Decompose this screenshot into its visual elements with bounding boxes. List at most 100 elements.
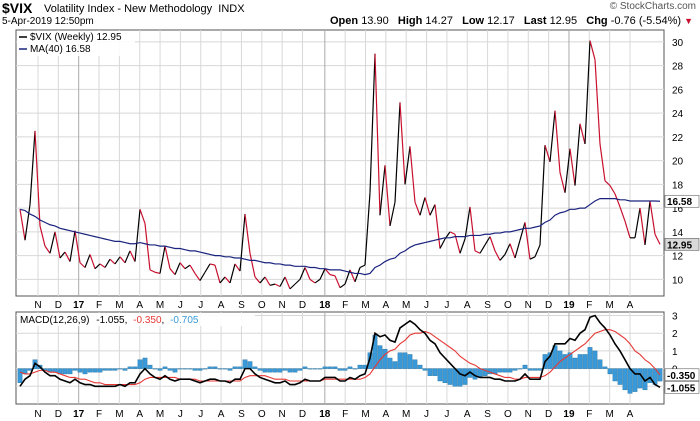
vix-segment-46 — [244, 213, 251, 254]
macd-xlabel-6: M — [156, 409, 164, 420]
price-xlabel-22: S — [484, 300, 491, 311]
price-xlabel-15: F — [342, 300, 348, 311]
price-xlabel-6: M — [156, 300, 164, 311]
vix-segment-71 — [369, 53, 376, 193]
vix-segment-91 — [469, 206, 476, 251]
hist-bar-10 — [67, 368, 73, 375]
vix-segment-36 — [194, 273, 201, 281]
hist-bar-116 — [597, 359, 603, 369]
vix-segment-24 — [134, 209, 141, 262]
vix-segment-104 — [534, 244, 541, 258]
last-price-tag-bg — [664, 238, 700, 251]
hist-bar-88 — [457, 368, 463, 387]
hist-bar-84 — [437, 368, 443, 382]
hist-bar-55 — [292, 368, 298, 373]
vix-segment-93 — [479, 244, 486, 254]
chg-label: Chg — [586, 15, 608, 27]
hist-bar-112 — [577, 354, 583, 369]
hist-bar-39 — [212, 366, 218, 369]
hist-bar-101 — [522, 364, 528, 369]
vix-segment-118 — [604, 180, 611, 186]
vix-segment-75 — [389, 202, 396, 227]
hist-bar-121 — [622, 368, 628, 391]
hist-bar-13 — [82, 368, 88, 375]
price-ytick-22: 22 — [672, 133, 684, 144]
macd-xlabel-26: 19 — [563, 409, 575, 420]
brand-watermark[interactable]: © StockCharts.com — [609, 1, 696, 12]
hist-bar-118 — [607, 368, 613, 375]
price-xlabel-18: M — [402, 300, 410, 311]
open-label: Open — [330, 15, 359, 27]
vix-segment-50 — [264, 276, 271, 286]
vix-segment-6 — [44, 245, 51, 254]
hist-bar-82 — [427, 368, 433, 376]
vix-segment-113 — [579, 123, 586, 145]
hist-bar-109 — [562, 354, 568, 369]
last-label: Last — [523, 15, 547, 27]
vix-segment-37 — [199, 271, 206, 281]
hist-bar-20 — [117, 368, 123, 370]
price-ytick-12: 12 — [672, 252, 684, 263]
hist-bar-17 — [102, 368, 108, 371]
hist-bar-56 — [297, 368, 303, 371]
price-xlabel-4: M — [115, 300, 123, 311]
vix-segment-117 — [599, 143, 606, 181]
price-xlabel-13: D — [299, 300, 306, 311]
macd-xlabel-23: O — [504, 409, 512, 420]
vix-segment-81 — [419, 197, 426, 216]
macd-xlabel-12: N — [279, 409, 286, 420]
macd-ytick-3: 2 — [672, 329, 678, 340]
hist-bar-25 — [142, 357, 148, 369]
vix-segment-101 — [519, 222, 526, 241]
hist-bar-72 — [377, 345, 383, 369]
hist-bar-51 — [272, 368, 278, 373]
last-value: 12.95 — [549, 15, 578, 27]
vix-segment-95 — [489, 236, 496, 252]
vix-segment-56 — [294, 278, 301, 285]
vix-segment-49 — [259, 276, 266, 284]
vix-segment-59 — [309, 278, 316, 284]
hist-bar-74 — [387, 357, 393, 369]
hist-bar-61 — [322, 366, 328, 369]
hist-bar-59 — [312, 368, 318, 370]
price-legend: $VIX (Weekly) 12.95 MA(40) 16.58 — [17, 31, 135, 56]
chg-value: -0.76 (-5.54%) — [610, 15, 682, 27]
vix-segment-68 — [354, 267, 361, 282]
price-ytick-18: 18 — [672, 180, 684, 191]
price-ytick-30: 30 — [672, 38, 684, 49]
vix-segment-98 — [504, 243, 511, 255]
hist-bar-79 — [412, 359, 418, 369]
price-ytick-16: 16 — [672, 204, 684, 215]
hist-bar-97 — [502, 368, 508, 373]
vix-segment-120 — [614, 193, 621, 208]
macd-xlabel-17: A — [383, 409, 390, 420]
vix-segment-107 — [549, 110, 556, 162]
vix-segment-85 — [439, 238, 446, 249]
vix-segment-17 — [99, 263, 106, 268]
hist-bar-54 — [287, 368, 293, 373]
macd-series — [19, 314, 661, 388]
hist-bar-98 — [507, 368, 513, 373]
hist-bar-110 — [567, 352, 573, 369]
price-xlabel-16: M — [361, 300, 369, 311]
hist-bar-21 — [122, 368, 128, 371]
hist-bar-62 — [327, 366, 333, 369]
hist-bar-43 — [232, 366, 238, 369]
hist-bar-9 — [62, 368, 68, 375]
price-x-labels: N D 17 F M A M J J A S O N D 18 F M A M J J A S O N D 19 F M A — [34, 300, 633, 311]
hist-bar-12 — [77, 368, 83, 373]
hist-bar-30 — [167, 368, 173, 371]
hist-bar-60 — [317, 368, 323, 370]
hist-bar-73 — [382, 348, 388, 369]
hist-bar-23 — [132, 366, 138, 369]
macd-xlabel-9: A — [218, 409, 225, 420]
ma-tag-bg — [664, 194, 700, 208]
vix-segment-92 — [474, 250, 481, 254]
hist-bar-44 — [237, 366, 243, 369]
vix-segment-106 — [544, 145, 551, 162]
macd-xlabel-28: M — [605, 409, 613, 420]
vix-segment-44 — [234, 263, 241, 272]
hist-bar-96 — [497, 368, 503, 373]
hist-bar-102 — [527, 368, 533, 371]
